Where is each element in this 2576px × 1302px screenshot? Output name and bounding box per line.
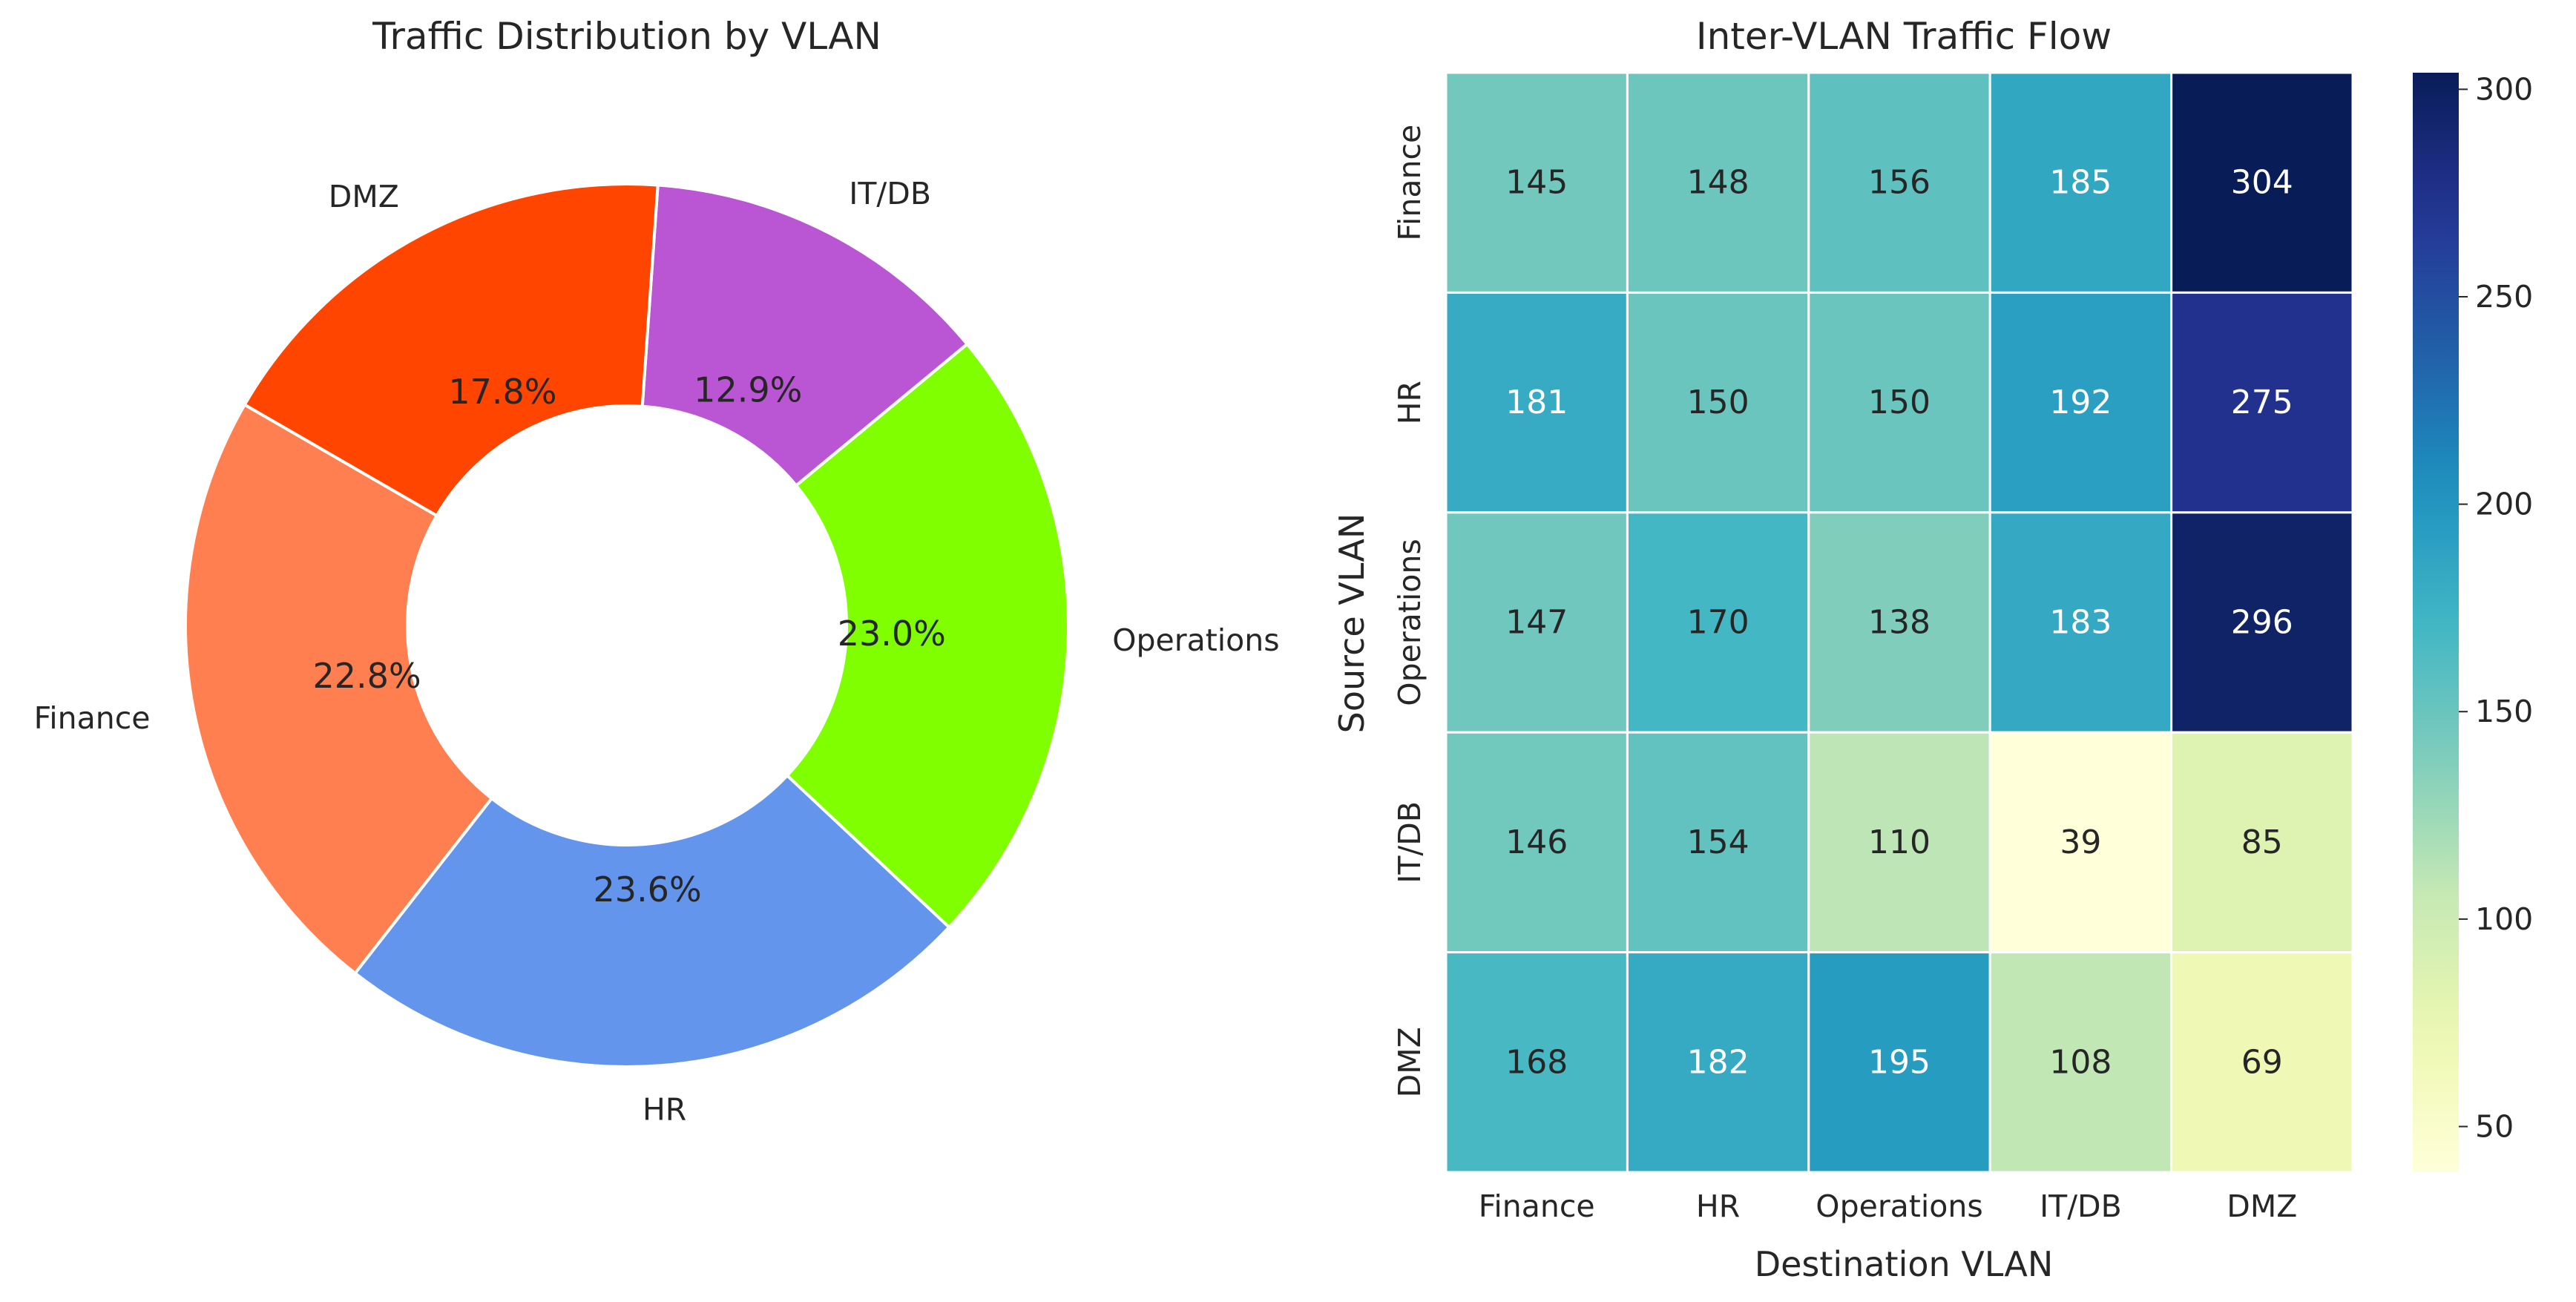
heatmap-cell-operations-to-dmz <box>2170 511 2354 734</box>
heatmap-cell-value: 145 <box>1505 164 1568 202</box>
heatmap-x-tick-labels: Finance HR Operations IT/DB DMZ <box>1479 1188 2298 1224</box>
heatmap-cell-value: 185 <box>2049 164 2112 202</box>
heatmap-cell-value: 150 <box>1868 384 1931 421</box>
heatmap-cell-it-db-to-dmz <box>2170 731 2354 954</box>
heatmap-cell-hr-to-it-db <box>1988 291 2173 514</box>
pie-pct-finance: 22.8% <box>312 656 421 696</box>
pie-chart: Traffic Distribution by VLAN Finance 22.8… <box>34 15 1280 1128</box>
heatmap-cell-it-db-to-finance <box>1445 731 1629 954</box>
colorbar-gradient <box>2413 73 2459 1172</box>
x-tick-operations: Operations <box>1816 1188 1982 1224</box>
pie-label-dmz: DMZ <box>329 179 399 214</box>
pie-label-hr: HR <box>643 1092 686 1128</box>
heatmap-cell-value: 170 <box>1687 604 1749 642</box>
heatmap-cell-value: 39 <box>2060 823 2101 861</box>
x-tick-finance: Finance <box>1479 1188 1595 1224</box>
heatmap-cell-value: 168 <box>1505 1043 1568 1081</box>
pie-slice-dmz <box>242 183 660 518</box>
heatmap-y-tick-labels: Finance HR Operations IT/DB DMZ <box>1392 125 1427 1098</box>
x-tick-it-db: IT/DB <box>2040 1188 2122 1224</box>
colorbar-tick-200: 200 <box>2475 487 2533 522</box>
pie-slice-operations <box>785 341 1070 930</box>
heatmap-cell-value: 150 <box>1687 384 1749 421</box>
pie-label-finance: Finance <box>34 700 151 736</box>
pie-title: Traffic Distribution by VLAN <box>372 15 881 58</box>
heatmap-cell-value: 192 <box>2049 384 2112 421</box>
y-tick-it-db: IT/DB <box>1392 801 1427 884</box>
heatmap-cell-finance-to-it-db <box>1988 71 2173 294</box>
heatmap-cell-value: 156 <box>1868 164 1931 202</box>
heatmap-cell-it-db-to-it-db <box>1988 731 2173 954</box>
heatmap-cell-value: 108 <box>2049 1043 2112 1081</box>
colorbar-tick-50: 50 <box>2475 1108 2514 1144</box>
heatmap-cell-finance-to-operations <box>1807 71 1991 294</box>
heatmap-cell-value: 69 <box>2241 1043 2283 1081</box>
heatmap-cell-it-db-to-hr <box>1626 731 1810 954</box>
colorbar-tick-100: 100 <box>2475 901 2533 937</box>
heatmap-cell-value: 183 <box>2049 604 2112 642</box>
y-tick-dmz: DMZ <box>1392 1027 1427 1097</box>
heatmap-cell-finance-to-hr <box>1626 71 1810 294</box>
y-tick-hr: HR <box>1392 381 1427 424</box>
heatmap-cell-hr-to-dmz <box>2170 291 2354 514</box>
heatmap-cell-finance-to-finance <box>1445 71 1629 294</box>
y-tick-operations: Operations <box>1392 539 1427 706</box>
heatmap-cell-value: 154 <box>1687 823 1749 861</box>
heatmap-cell-value: 110 <box>1868 823 1931 861</box>
pie-pct-operations: 23.0% <box>838 614 946 654</box>
heatmap-cell-value: 148 <box>1687 164 1749 202</box>
heatmap-cell-operations-to-operations <box>1807 511 1991 734</box>
heatmap-x-axis-title: Destination VLAN <box>1755 1244 2054 1284</box>
heatmap-cell-dmz-to-dmz <box>2170 951 2354 1174</box>
heatmap-cell-operations-to-finance <box>1445 511 1629 734</box>
heatmap-title: Inter-VLAN Traffic Flow <box>1696 15 2112 58</box>
heatmap-cell-value: 147 <box>1505 604 1568 642</box>
heatmap-cell-finance-to-dmz <box>2170 71 2354 294</box>
pie-labels: Finance 22.8% HR 23.6% Operations 23.0% IT/DB 1… <box>34 176 1280 1128</box>
x-tick-dmz: DMZ <box>2227 1188 2297 1224</box>
heatmap-cell-value: 138 <box>1868 604 1931 642</box>
heatmap-cell-hr-to-hr <box>1626 291 1810 514</box>
heatmap-chart: Inter-VLAN Traffic Flow 145 148 156 185 3041… <box>1332 15 2354 1284</box>
pie-slice-it-db <box>640 183 970 488</box>
heatmap-cell-value: 304 <box>2231 164 2293 202</box>
heatmap-cell-value: 195 <box>1868 1043 1931 1081</box>
heatmap-cell-dmz-to-operations <box>1807 951 1991 1174</box>
heatmap-cell-dmz-to-it-db <box>1988 951 2173 1174</box>
colorbar-tick-300: 300 <box>2475 71 2533 107</box>
pie-slices <box>184 183 1070 1068</box>
pie-slice-finance <box>184 402 494 976</box>
pie-label-operations: Operations <box>1112 622 1279 658</box>
heatmap-cell-value: 181 <box>1505 384 1568 421</box>
heatmap-cell-value: 146 <box>1505 823 1568 861</box>
pie-pct-it-db: 12.9% <box>694 370 802 410</box>
colorbar-tick-150: 150 <box>2475 694 2533 729</box>
heatmap-cell-dmz-to-hr <box>1626 951 1810 1174</box>
pie-pct-hr: 23.6% <box>594 869 702 910</box>
colorbar-tick-250: 250 <box>2475 279 2533 315</box>
pie-label-it-db: IT/DB <box>849 176 931 211</box>
heatmap-cell-value: 182 <box>1687 1043 1749 1081</box>
y-tick-finance: Finance <box>1392 125 1427 241</box>
heatmap-y-axis-title: Source VLAN <box>1332 513 1372 734</box>
pie-pct-dmz: 17.8% <box>448 372 556 412</box>
colorbar-ticks: 50 100 150 200 250 300 <box>2459 71 2533 1144</box>
heatmap-cell-value: 296 <box>2231 604 2293 642</box>
heatmap-cell-value: 85 <box>2241 823 2283 861</box>
heatmap-cells: 145 148 156 185 304 181 150 150 192 275 147 170 138 1… <box>1445 71 2354 1174</box>
heatmap-cell-value: 275 <box>2231 384 2293 421</box>
colorbar: 50 100 150 200 250 300 <box>2413 71 2533 1172</box>
pie-slice-hr <box>352 773 952 1068</box>
x-tick-hr: HR <box>1696 1188 1740 1224</box>
